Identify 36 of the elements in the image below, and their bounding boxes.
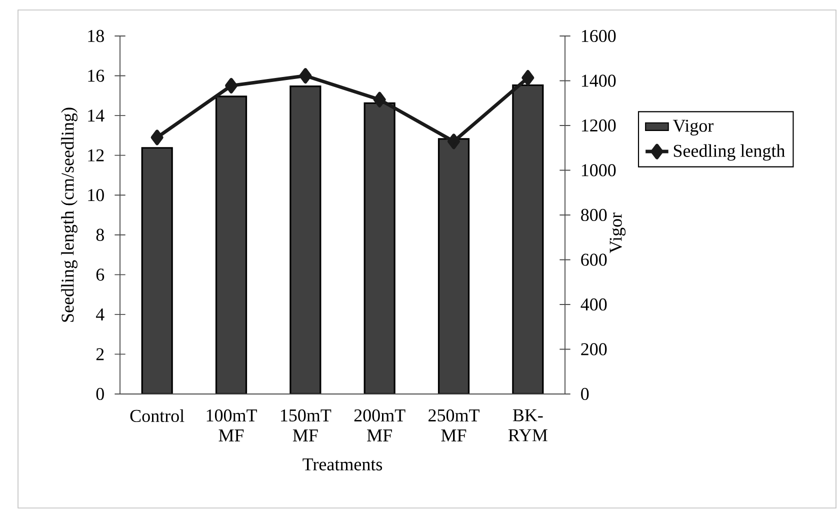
point (225, 78, 238, 94)
y-tick-label: 4 (96, 308, 104, 320)
y-tick-label: 8 (96, 228, 104, 241)
y2-tick-label: 400 (580, 298, 607, 311)
point (150, 130, 164, 146)
y2-axis-title: Vigor (610, 212, 626, 254)
y2-tick-label: 0 (581, 388, 589, 400)
y-tick-label: 10 (88, 189, 104, 202)
y-tick-label: 18 (88, 30, 104, 42)
y2-tick-label: 800 (581, 208, 607, 222)
x-tick-label: 150mT MF (281, 409, 332, 442)
x-tick-label: Control (130, 409, 184, 422)
y-axis-title: Seedling length (cm/seedling) (61, 108, 78, 322)
x-tick-label: 200mT MF (354, 409, 406, 442)
y-tick-label: 16 (88, 70, 104, 82)
x-axis-title: Treatments (302, 458, 382, 470)
y2-tick-label: 1000 (582, 164, 616, 176)
legend-label: Vigor (672, 120, 714, 136)
y-tick-label: 2 (96, 348, 104, 360)
point (522, 70, 534, 86)
point (448, 134, 460, 150)
y-tick-label: 12 (88, 149, 104, 162)
y-tick-label: 0 (96, 388, 104, 400)
y2-tick-label: 1400 (582, 74, 616, 87)
y-tick-label: 14 (88, 110, 104, 122)
y2-tick-label: 600 (581, 254, 607, 266)
y2-tick-label: 1200 (582, 119, 616, 132)
point (299, 68, 312, 84)
y2-tick-label: 200 (581, 343, 607, 356)
point (373, 92, 386, 108)
x-tick-label: 250mT MF (428, 409, 480, 442)
x-tick-label: BK-RYM (508, 409, 548, 442)
legend-label: Seedling length (674, 144, 785, 161)
x-tick-label: 100mT MF (206, 409, 257, 442)
y-tick-label: 6 (96, 268, 104, 281)
y2-tick-label: 1600 (582, 30, 616, 42)
